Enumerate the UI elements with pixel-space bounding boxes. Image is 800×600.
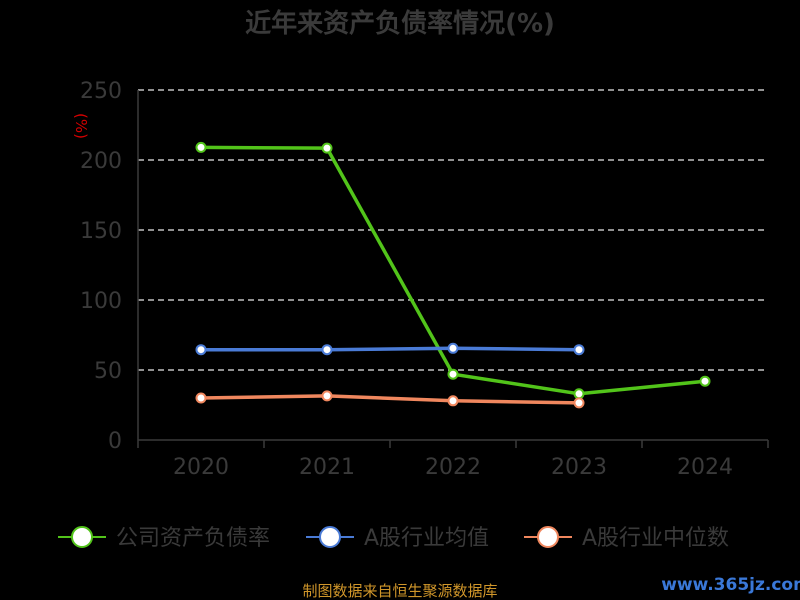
legend-label: A股行业中位数 <box>582 526 729 551</box>
data-point <box>447 395 459 407</box>
series-line <box>201 346 580 352</box>
x-tick-label: 2024 <box>677 455 733 480</box>
y-tick-label: 100 <box>80 289 122 314</box>
data-point <box>573 344 585 356</box>
y-tick-label: 0 <box>108 429 122 454</box>
data-point <box>699 375 711 387</box>
series-layer <box>195 141 711 409</box>
legend-label: 公司资产负债率 <box>116 526 270 551</box>
data-point <box>195 141 207 153</box>
y-tick-label: 150 <box>80 219 122 244</box>
data-point <box>195 392 207 404</box>
series-line <box>200 394 580 405</box>
y-axis-unit-label: (%) <box>72 113 90 139</box>
data-point <box>447 368 459 380</box>
grid-lines <box>138 89 768 371</box>
data-point <box>321 390 333 402</box>
chart-title: 近年来资产负债率情况(%) <box>245 8 555 39</box>
y-tick-label: 50 <box>94 359 122 384</box>
data-point <box>195 344 207 356</box>
y-tick-label: 250 <box>80 79 122 104</box>
axes: 0 50 100 150 200 250 2020 2021 2022 2023 2024 <box>80 79 769 480</box>
watermark-text: www.365jz.com <box>661 575 800 595</box>
legend: 公司资产负债率 A股行业均值 A股行业中位数 <box>58 526 729 551</box>
legend-marker <box>71 526 93 548</box>
data-point <box>321 344 333 356</box>
legend-label: A股行业均值 <box>364 526 489 551</box>
x-tick-label: 2023 <box>551 455 607 480</box>
x-tick-label: 2021 <box>299 455 355 480</box>
data-source-text: 制图数据来自恒生聚源数据库 <box>302 582 497 600</box>
legend-marker <box>319 526 341 548</box>
data-point <box>447 342 459 354</box>
legend-marker <box>537 526 559 548</box>
x-tick-label: 2020 <box>173 455 229 480</box>
data-point <box>573 388 585 400</box>
y-tick-label: 200 <box>80 149 122 174</box>
data-point <box>573 397 585 409</box>
x-tick-label: 2022 <box>425 455 481 480</box>
series-line <box>200 145 706 396</box>
data-point <box>321 142 333 154</box>
